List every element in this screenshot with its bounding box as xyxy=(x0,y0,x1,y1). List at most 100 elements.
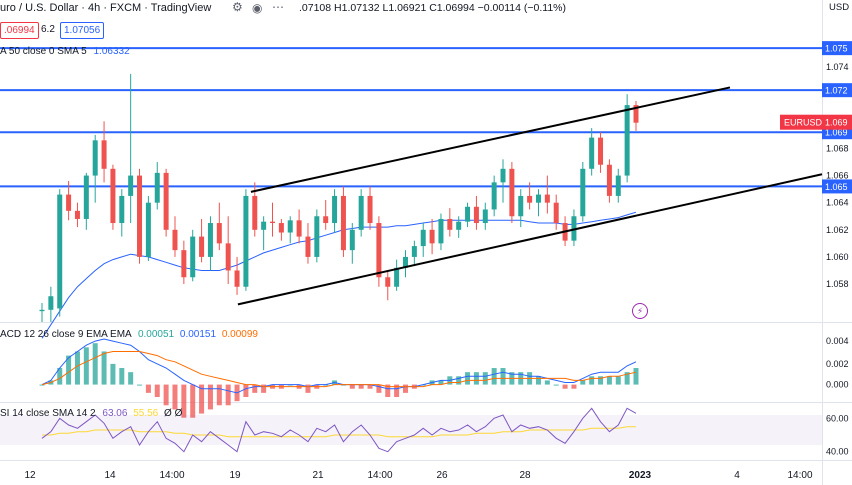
candle-body xyxy=(216,223,222,244)
macd-histogram-bar xyxy=(402,384,408,393)
candle-body xyxy=(199,236,205,257)
candle-body xyxy=(305,236,311,257)
candle-body xyxy=(624,105,630,176)
candle-body xyxy=(207,223,213,257)
macd-histogram-bar xyxy=(500,368,506,385)
channel-lower-line xyxy=(237,173,823,306)
symbol-title[interactable]: uro / U.S. Dollar · 4h · FXCM · TradingV… xyxy=(0,2,211,14)
price-axis-label: 1.066 xyxy=(826,171,849,181)
macd-histogram-bar xyxy=(456,376,462,385)
eye-icon[interactable]: ◉ xyxy=(252,1,263,15)
rsi-line xyxy=(41,407,637,453)
ma-legend[interactable]: A 50 close 0 SMA 5 1.06332 xyxy=(0,46,130,57)
macd-axis-label: 0.002 xyxy=(826,359,849,369)
macd-axis-label: 0.000 xyxy=(826,380,849,390)
candle-body xyxy=(340,195,346,251)
time-axis-label: 12 xyxy=(24,470,36,481)
candle-body xyxy=(367,195,373,224)
candle-body xyxy=(332,195,338,224)
macd-histogram-bar xyxy=(385,384,391,397)
candle-body xyxy=(456,221,462,230)
candle-body xyxy=(589,137,595,169)
candle-body xyxy=(527,195,533,203)
gear-icon[interactable]: ⚙ xyxy=(232,0,243,14)
candle-body xyxy=(48,296,54,310)
macd-histogram-bar xyxy=(137,384,143,386)
time-axis-label: 4 xyxy=(734,470,740,481)
macd-legend[interactable]: ACD 12 26 close 9 EMA EMA 0.00051 0.0015… xyxy=(0,329,258,340)
candle-body xyxy=(571,216,577,241)
candle-body xyxy=(225,243,231,271)
price-tag-label: 1.065 xyxy=(825,182,848,192)
candle-body xyxy=(39,309,45,312)
macd-histogram-bar xyxy=(394,384,400,397)
rsi-axis-label: 60.00 xyxy=(826,413,849,423)
sell-price-box[interactable]: .06994 xyxy=(0,22,39,39)
macd-histogram-bar xyxy=(216,384,222,406)
candle-body xyxy=(83,175,89,219)
candle-body xyxy=(376,223,382,278)
candle-body xyxy=(535,194,541,203)
candle-body xyxy=(482,209,488,224)
candle-body xyxy=(278,223,284,233)
candle-body xyxy=(287,220,293,233)
candle-body xyxy=(181,250,187,278)
macd-histogram-bar xyxy=(482,372,488,385)
candle-body xyxy=(74,210,80,219)
macd-axis-label: 0.004 xyxy=(826,336,849,346)
candle-body xyxy=(518,195,524,217)
buy-price-box[interactable]: 1.07056 xyxy=(60,22,105,39)
candle-body xyxy=(420,229,426,247)
price-tag xyxy=(822,41,852,56)
macd-histogram-bar xyxy=(154,384,160,397)
macd-histogram-bar xyxy=(181,384,187,418)
currency-label[interactable]: USD xyxy=(829,2,850,13)
macd-histogram-bar xyxy=(190,384,196,418)
ohlc-readout: .07108 H1.07132 L1.06921 C1.06994 −0.001… xyxy=(299,2,566,14)
macd-histogram-bar xyxy=(145,384,151,393)
candle-body xyxy=(580,168,586,217)
ohlc-text: .07108 H1.07132 L1.06921 C1.06994 −0.001… xyxy=(299,2,566,14)
rsi-legend[interactable]: SI 14 close SMA 14 2 63.06 55.56 Ø Ø xyxy=(0,408,182,419)
candle-body xyxy=(323,216,329,224)
macd-line xyxy=(41,338,637,394)
candle-body xyxy=(154,172,160,203)
macd-histogram-bar xyxy=(358,384,364,389)
price-axis-label: 1.074 xyxy=(826,62,849,72)
candle-body xyxy=(544,194,550,203)
candle-body xyxy=(606,164,612,196)
macd-histogram-bar xyxy=(580,380,586,385)
macd-histogram-bar xyxy=(199,384,205,414)
candle-body xyxy=(402,256,408,268)
macd-line-value: 0.00151 xyxy=(179,329,217,340)
macd-hist-value: 0.00051 xyxy=(137,329,175,340)
candle-body xyxy=(598,137,604,165)
event-lightning-icon[interactable]: ⚡ xyxy=(632,303,648,319)
macd-histogram-bar xyxy=(261,384,267,393)
macd-histogram-bar xyxy=(553,384,559,386)
macd-histogram-bar xyxy=(633,368,639,385)
rsi-ma-line xyxy=(42,426,636,438)
time-axis-label: 19 xyxy=(229,470,241,481)
candle-body xyxy=(190,236,196,278)
macd-histogram-bar xyxy=(562,384,568,389)
time-axis-label: 26 xyxy=(436,470,448,481)
macd-histogram-bar xyxy=(225,384,231,406)
macd-histogram-bar xyxy=(376,384,382,393)
ma-line xyxy=(41,211,637,339)
candle-body xyxy=(615,175,621,196)
price-tag-label: 1.069 xyxy=(825,128,848,138)
time-axis-label: 21 xyxy=(312,470,324,481)
candle-body xyxy=(473,206,479,224)
macd-histogram-bar xyxy=(598,376,604,385)
spread-value: 6.2 xyxy=(41,24,55,35)
candle-body xyxy=(101,140,107,169)
macd-histogram-bar xyxy=(66,355,72,385)
more-icon[interactable]: ⋯ xyxy=(272,0,284,14)
macd-histogram-bar xyxy=(438,380,444,385)
macd-histogram-bar xyxy=(163,384,169,406)
macd-histogram-bar xyxy=(615,376,621,385)
price-tag-label: 1.075 xyxy=(825,44,848,54)
